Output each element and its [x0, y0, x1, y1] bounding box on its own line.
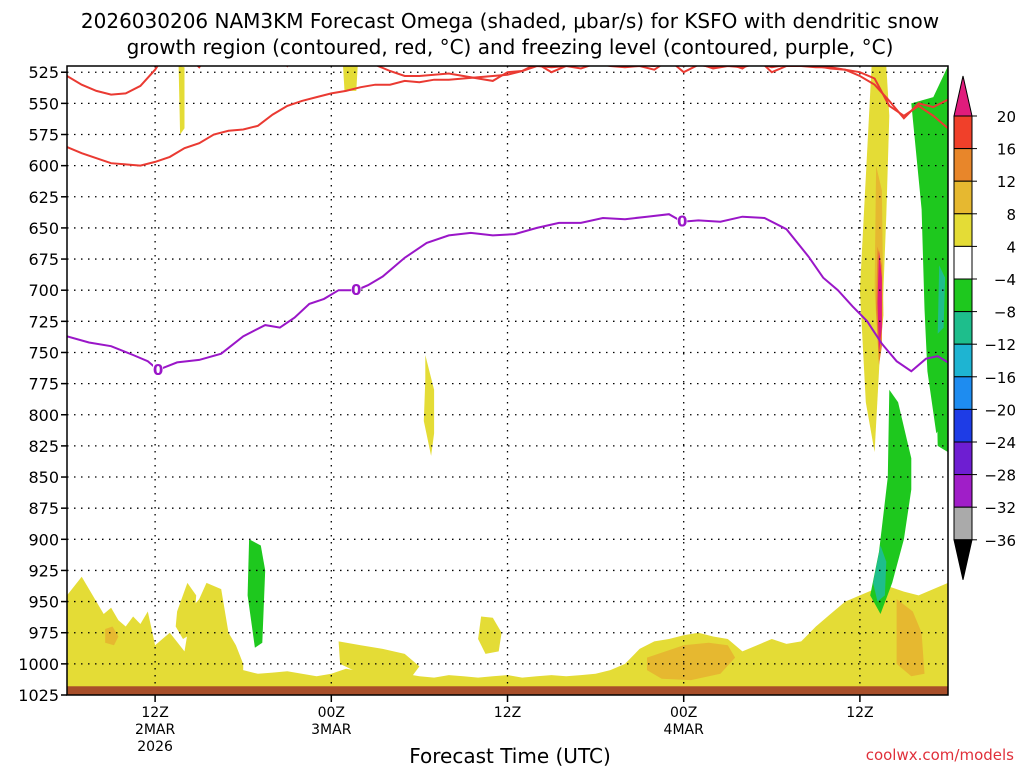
x-tick-label: 12Z — [494, 705, 521, 721]
omega-region — [343, 66, 358, 91]
dendritic-growth-contour — [67, 66, 948, 167]
x-tick-label: 00Z — [318, 705, 345, 721]
colorbar-label: −16 — [984, 369, 1016, 387]
omega-region — [937, 265, 946, 334]
colorbar-label: 8 — [1006, 206, 1016, 224]
contour-lines: 0 0 0 — [67, 66, 948, 379]
colorbar-bin — [953, 311, 973, 345]
y-tick-label: 1025 — [18, 686, 59, 705]
x-tick-label: 4MAR — [664, 722, 705, 738]
colorbar-label: 20 — [997, 108, 1016, 126]
colorbar-bin — [953, 408, 973, 443]
y-tick-label: 575 — [28, 126, 59, 145]
y-tick-label: 725 — [28, 312, 59, 331]
y-tick-label: 700 — [28, 281, 59, 300]
x-tick-label: 00Z — [670, 705, 697, 721]
y-tick-label: 650 — [28, 219, 59, 238]
chart-title-line-2: growth region (contoured, red, °C) and f… — [127, 35, 894, 59]
omega-region — [859, 66, 890, 453]
watermark: coolwx.com/models — [866, 746, 1014, 764]
colorbar-label: −4 — [994, 271, 1016, 289]
y-tick-label: 825 — [28, 437, 59, 456]
contour-label-bg — [677, 214, 688, 229]
y-tick-label: 550 — [28, 94, 59, 113]
y-tick-label: 675 — [28, 250, 59, 269]
colorbar-bin — [953, 213, 973, 247]
colorbar-bin — [953, 343, 973, 378]
freezing-level-label: 0 — [677, 213, 687, 231]
omega-region — [105, 626, 119, 646]
colorbar-bin — [953, 278, 973, 313]
colorbar-bin — [953, 376, 973, 410]
colorbar-bin — [953, 180, 973, 215]
y-tick-label: 750 — [28, 343, 59, 362]
y-tick-label: 900 — [28, 530, 59, 549]
omega-region — [423, 355, 435, 456]
chart-title-line-1: 2026030206 NAM3KM Forecast Omega (shaded… — [81, 9, 939, 33]
omega-region — [877, 250, 882, 353]
colorbar: 20 16 12 8 4 −4 −8 −12 −16 −20 −24 −28 −32 −36 — [953, 75, 1016, 580]
y-tick-label: 850 — [28, 468, 59, 487]
colorbar-label: 4 — [1006, 238, 1016, 256]
colorbar-bottom-arrow — [953, 539, 973, 580]
colorbar-label: −12 — [984, 336, 1016, 354]
contour-label-bg — [351, 283, 362, 298]
colorbar-label: −20 — [984, 401, 1016, 419]
contour-label-bg — [153, 362, 164, 377]
colorbar-bin — [953, 245, 973, 280]
omega-region — [178, 66, 185, 135]
freezing-level-contour — [67, 213, 948, 373]
x-tick-label: 12Z — [846, 705, 873, 721]
colorbar-bin — [953, 441, 973, 476]
colorbar-bin — [953, 506, 973, 541]
y-tick-label: 950 — [28, 593, 59, 612]
y-tick-label: 775 — [28, 375, 59, 394]
omega-region — [247, 539, 266, 648]
x-axis-label: Forecast Time (UTC) — [409, 744, 611, 768]
y-tick-label: 1000 — [18, 655, 59, 674]
colorbar-bin — [953, 115, 973, 150]
colorbar-label: −28 — [984, 467, 1016, 485]
y-tick-label: 600 — [28, 157, 59, 176]
omega-region — [873, 545, 887, 602]
omega-region — [67, 576, 948, 695]
y-tick-label: 525 — [28, 63, 59, 82]
colorbar-bin — [953, 148, 973, 182]
y-tick-label: 800 — [28, 406, 59, 425]
freezing-level-label: 0 — [351, 281, 361, 299]
omega-shading — [67, 66, 948, 695]
colorbar-label: −8 — [994, 304, 1016, 322]
x-tick-label: 2MAR — [135, 722, 176, 738]
colorbar-label: −24 — [984, 434, 1016, 452]
x-tick-label: 2026 — [137, 739, 173, 755]
colorbar-label: −32 — [984, 499, 1016, 517]
colorbar-label: 16 — [997, 141, 1016, 159]
omega-region — [338, 641, 420, 679]
omega-region — [647, 642, 736, 681]
ground-strip — [67, 686, 948, 695]
x-tick-label: 3MAR — [311, 722, 352, 738]
colorbar-top-arrow — [953, 75, 973, 117]
omega-region — [478, 616, 502, 654]
colorbar-bin — [953, 474, 973, 508]
y-axis: 525 550 575 600 625 650 675 700 725 750 775 800 825 8… — [18, 63, 67, 705]
omega-region — [175, 582, 197, 639]
colorbar-label: −36 — [984, 532, 1016, 550]
colorbar-label: 12 — [997, 173, 1016, 191]
x-tick-label: 12Z — [141, 705, 168, 721]
y-tick-label: 875 — [28, 499, 59, 518]
y-tick-label: 925 — [28, 561, 59, 580]
y-tick-label: 975 — [28, 624, 59, 643]
dendritic-growth-contour — [67, 66, 948, 120]
omega-region — [896, 599, 925, 677]
freezing-level-label: 0 — [153, 361, 163, 379]
y-tick-label: 625 — [28, 188, 59, 207]
